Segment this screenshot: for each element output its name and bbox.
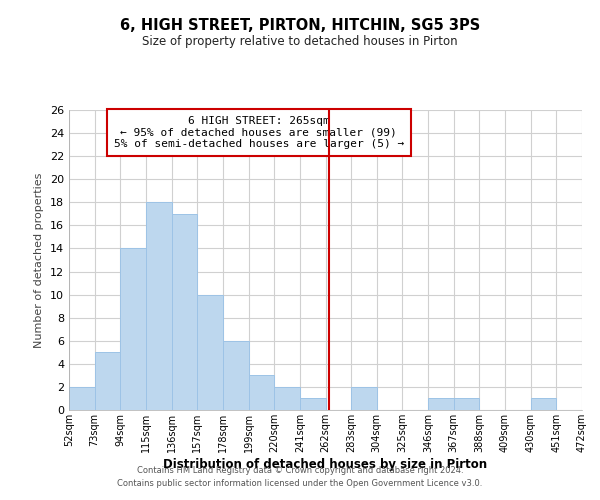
Y-axis label: Number of detached properties: Number of detached properties — [34, 172, 44, 348]
Text: Contains HM Land Registry data © Crown copyright and database right 2024.
Contai: Contains HM Land Registry data © Crown c… — [118, 466, 482, 487]
Bar — [428, 398, 454, 410]
Bar — [120, 248, 146, 410]
Bar — [95, 352, 121, 410]
Bar — [300, 398, 325, 410]
Bar — [146, 202, 172, 410]
Bar — [69, 387, 95, 410]
Text: Size of property relative to detached houses in Pirton: Size of property relative to detached ho… — [142, 35, 458, 48]
Bar — [454, 398, 479, 410]
Bar — [531, 398, 556, 410]
X-axis label: Distribution of detached houses by size in Pirton: Distribution of detached houses by size … — [163, 458, 488, 470]
Bar — [274, 387, 300, 410]
Text: 6, HIGH STREET, PIRTON, HITCHIN, SG5 3PS: 6, HIGH STREET, PIRTON, HITCHIN, SG5 3PS — [120, 18, 480, 32]
Bar — [223, 341, 248, 410]
Bar — [351, 387, 377, 410]
Bar — [197, 294, 223, 410]
Text: 6 HIGH STREET: 265sqm
← 95% of detached houses are smaller (99)
5% of semi-detac: 6 HIGH STREET: 265sqm ← 95% of detached … — [113, 116, 404, 149]
Bar — [248, 376, 274, 410]
Bar — [172, 214, 197, 410]
